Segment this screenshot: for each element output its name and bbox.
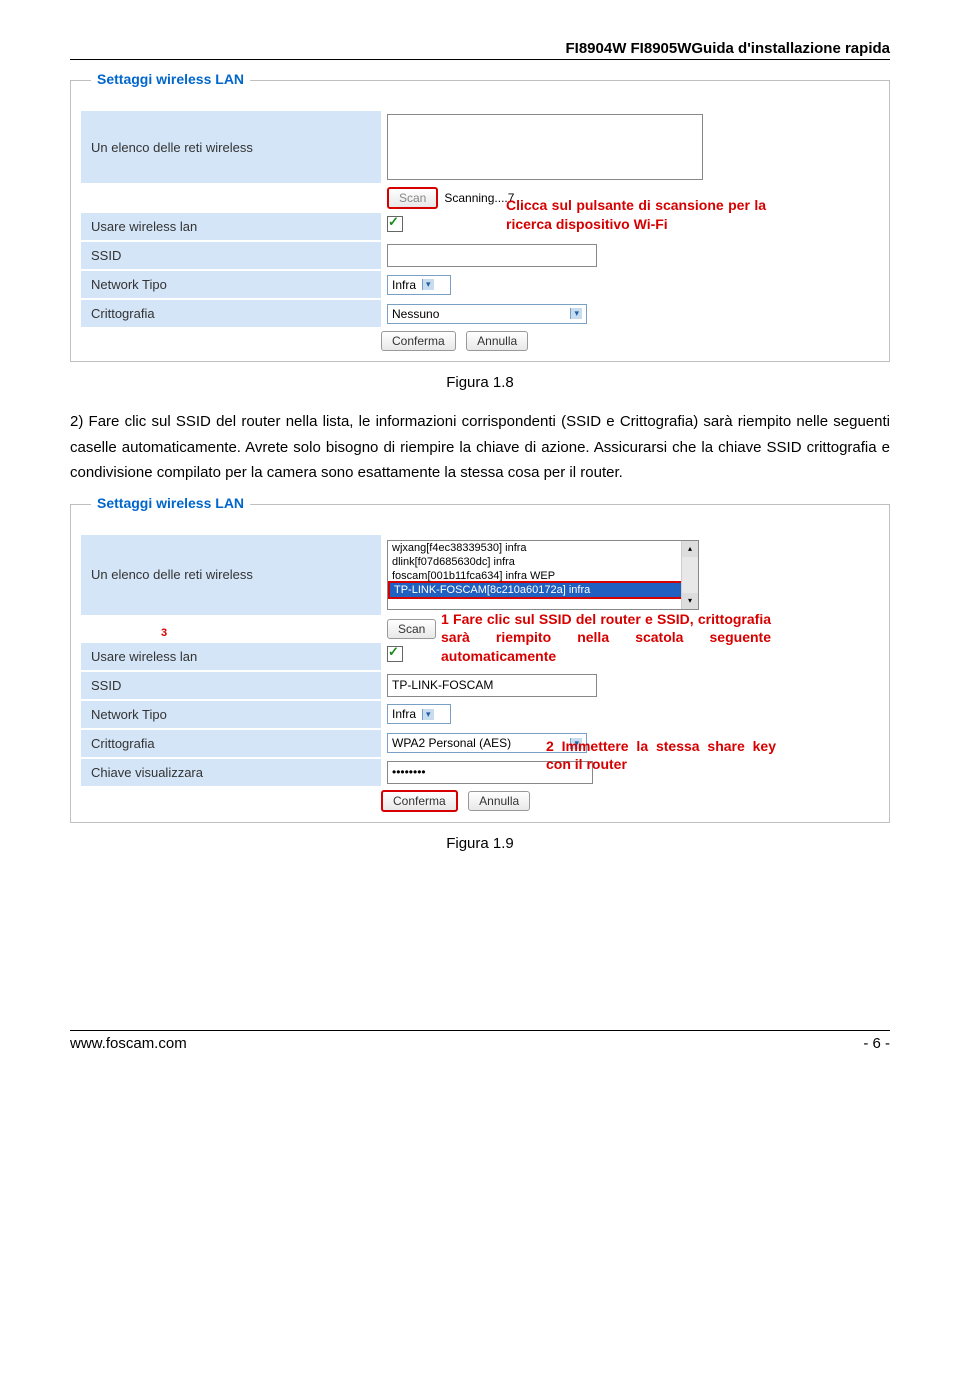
footer-page: - 6 - bbox=[863, 1035, 890, 1052]
chevron-down-icon: ▾ bbox=[422, 709, 434, 720]
figure2-caption: Figura 1.9 bbox=[70, 835, 890, 852]
nettype-select[interactable]: Infra ▾ bbox=[387, 275, 451, 295]
label-crypto2: Crittografia bbox=[81, 730, 381, 757]
label-network-list: Un elenco delle reti wireless bbox=[81, 111, 381, 183]
label-ssid2: SSID bbox=[81, 672, 381, 699]
chevron-down-icon: ▾ bbox=[570, 308, 582, 319]
cancel-button-2[interactable]: Annulla bbox=[468, 791, 530, 811]
ssid-input[interactable] bbox=[387, 244, 597, 267]
callout-scan: Clicca sul pulsante di scansione per la … bbox=[506, 196, 766, 234]
nettype-select-2[interactable]: Infra ▾ bbox=[387, 704, 451, 724]
callout-ssid: 1 Fare clic sul SSID del router e SSID, … bbox=[441, 610, 771, 667]
scroll-up-icon[interactable]: ▴ bbox=[682, 541, 698, 557]
scanning-text: Scanning....7 bbox=[444, 191, 514, 205]
wifi-panel-1: Settaggi wireless LAN Un elenco delle re… bbox=[70, 80, 890, 362]
scrollbar[interactable]: ▴ ▾ bbox=[681, 541, 698, 609]
wifi-panel-2: Settaggi wireless LAN Un elenco delle re… bbox=[70, 504, 890, 823]
scroll-down-icon[interactable]: ▾ bbox=[682, 593, 698, 609]
label-ssid: SSID bbox=[81, 242, 381, 269]
label-nettype2: Network Tipo bbox=[81, 701, 381, 728]
panel1-title: Settaggi wireless LAN bbox=[91, 71, 250, 87]
use-wlan-checkbox[interactable] bbox=[387, 216, 403, 232]
cancel-button[interactable]: Annulla bbox=[466, 331, 528, 351]
use-wlan-checkbox-2[interactable] bbox=[387, 646, 403, 662]
footer-url: www.foscam.com bbox=[70, 1035, 187, 1052]
page-footer: www.foscam.com - 6 - bbox=[70, 1030, 890, 1052]
confirm-button[interactable]: Conferma bbox=[381, 331, 456, 351]
page-header: FI8904W FI8905WGuida d'installazione rap… bbox=[70, 40, 890, 60]
list-item[interactable]: dlink[f07d685630dc] infra bbox=[388, 555, 698, 569]
network-listbox-empty[interactable] bbox=[387, 114, 703, 180]
callout-key: 2 Immettere la stessa share key con il r… bbox=[546, 737, 776, 775]
network-listbox[interactable]: wjxang[f4ec38339530] infra dlink[f07d685… bbox=[387, 540, 699, 610]
label-nettype: Network Tipo bbox=[81, 271, 381, 298]
label-use-wlan2: Usare wireless lan bbox=[81, 643, 381, 670]
figure1-caption: Figura 1.8 bbox=[70, 374, 890, 391]
crypto-select[interactable]: Nessuno ▾ bbox=[387, 304, 587, 324]
label-key: Chiave visualizzara bbox=[81, 759, 381, 786]
ssid-input-2[interactable]: TP-LINK-FOSCAM bbox=[387, 674, 597, 697]
label-use-wlan: Usare wireless lan bbox=[81, 213, 381, 240]
chevron-down-icon: ▾ bbox=[422, 279, 434, 290]
confirm-button-2[interactable]: Conferma bbox=[381, 790, 458, 812]
list-item[interactable]: wjxang[f4ec38339530] infra bbox=[388, 541, 698, 555]
list-item-selected[interactable]: TP-LINK-FOSCAM[8c210a60172a] infra bbox=[388, 581, 698, 599]
label-network-list2: Un elenco delle reti wireless bbox=[81, 535, 381, 615]
panel2-title: Settaggi wireless LAN bbox=[91, 495, 250, 511]
header-title: FI8904W FI8905WGuida d'installazione rap… bbox=[566, 40, 891, 57]
scan-button-2[interactable]: Scan bbox=[387, 619, 436, 639]
instruction-paragraph: 2) Fare clic sul SSID del router nella l… bbox=[70, 409, 890, 486]
badge-3: 3 bbox=[161, 627, 167, 639]
label-crypto: Crittografia bbox=[81, 300, 381, 327]
scan-button[interactable]: Scan bbox=[387, 187, 438, 209]
